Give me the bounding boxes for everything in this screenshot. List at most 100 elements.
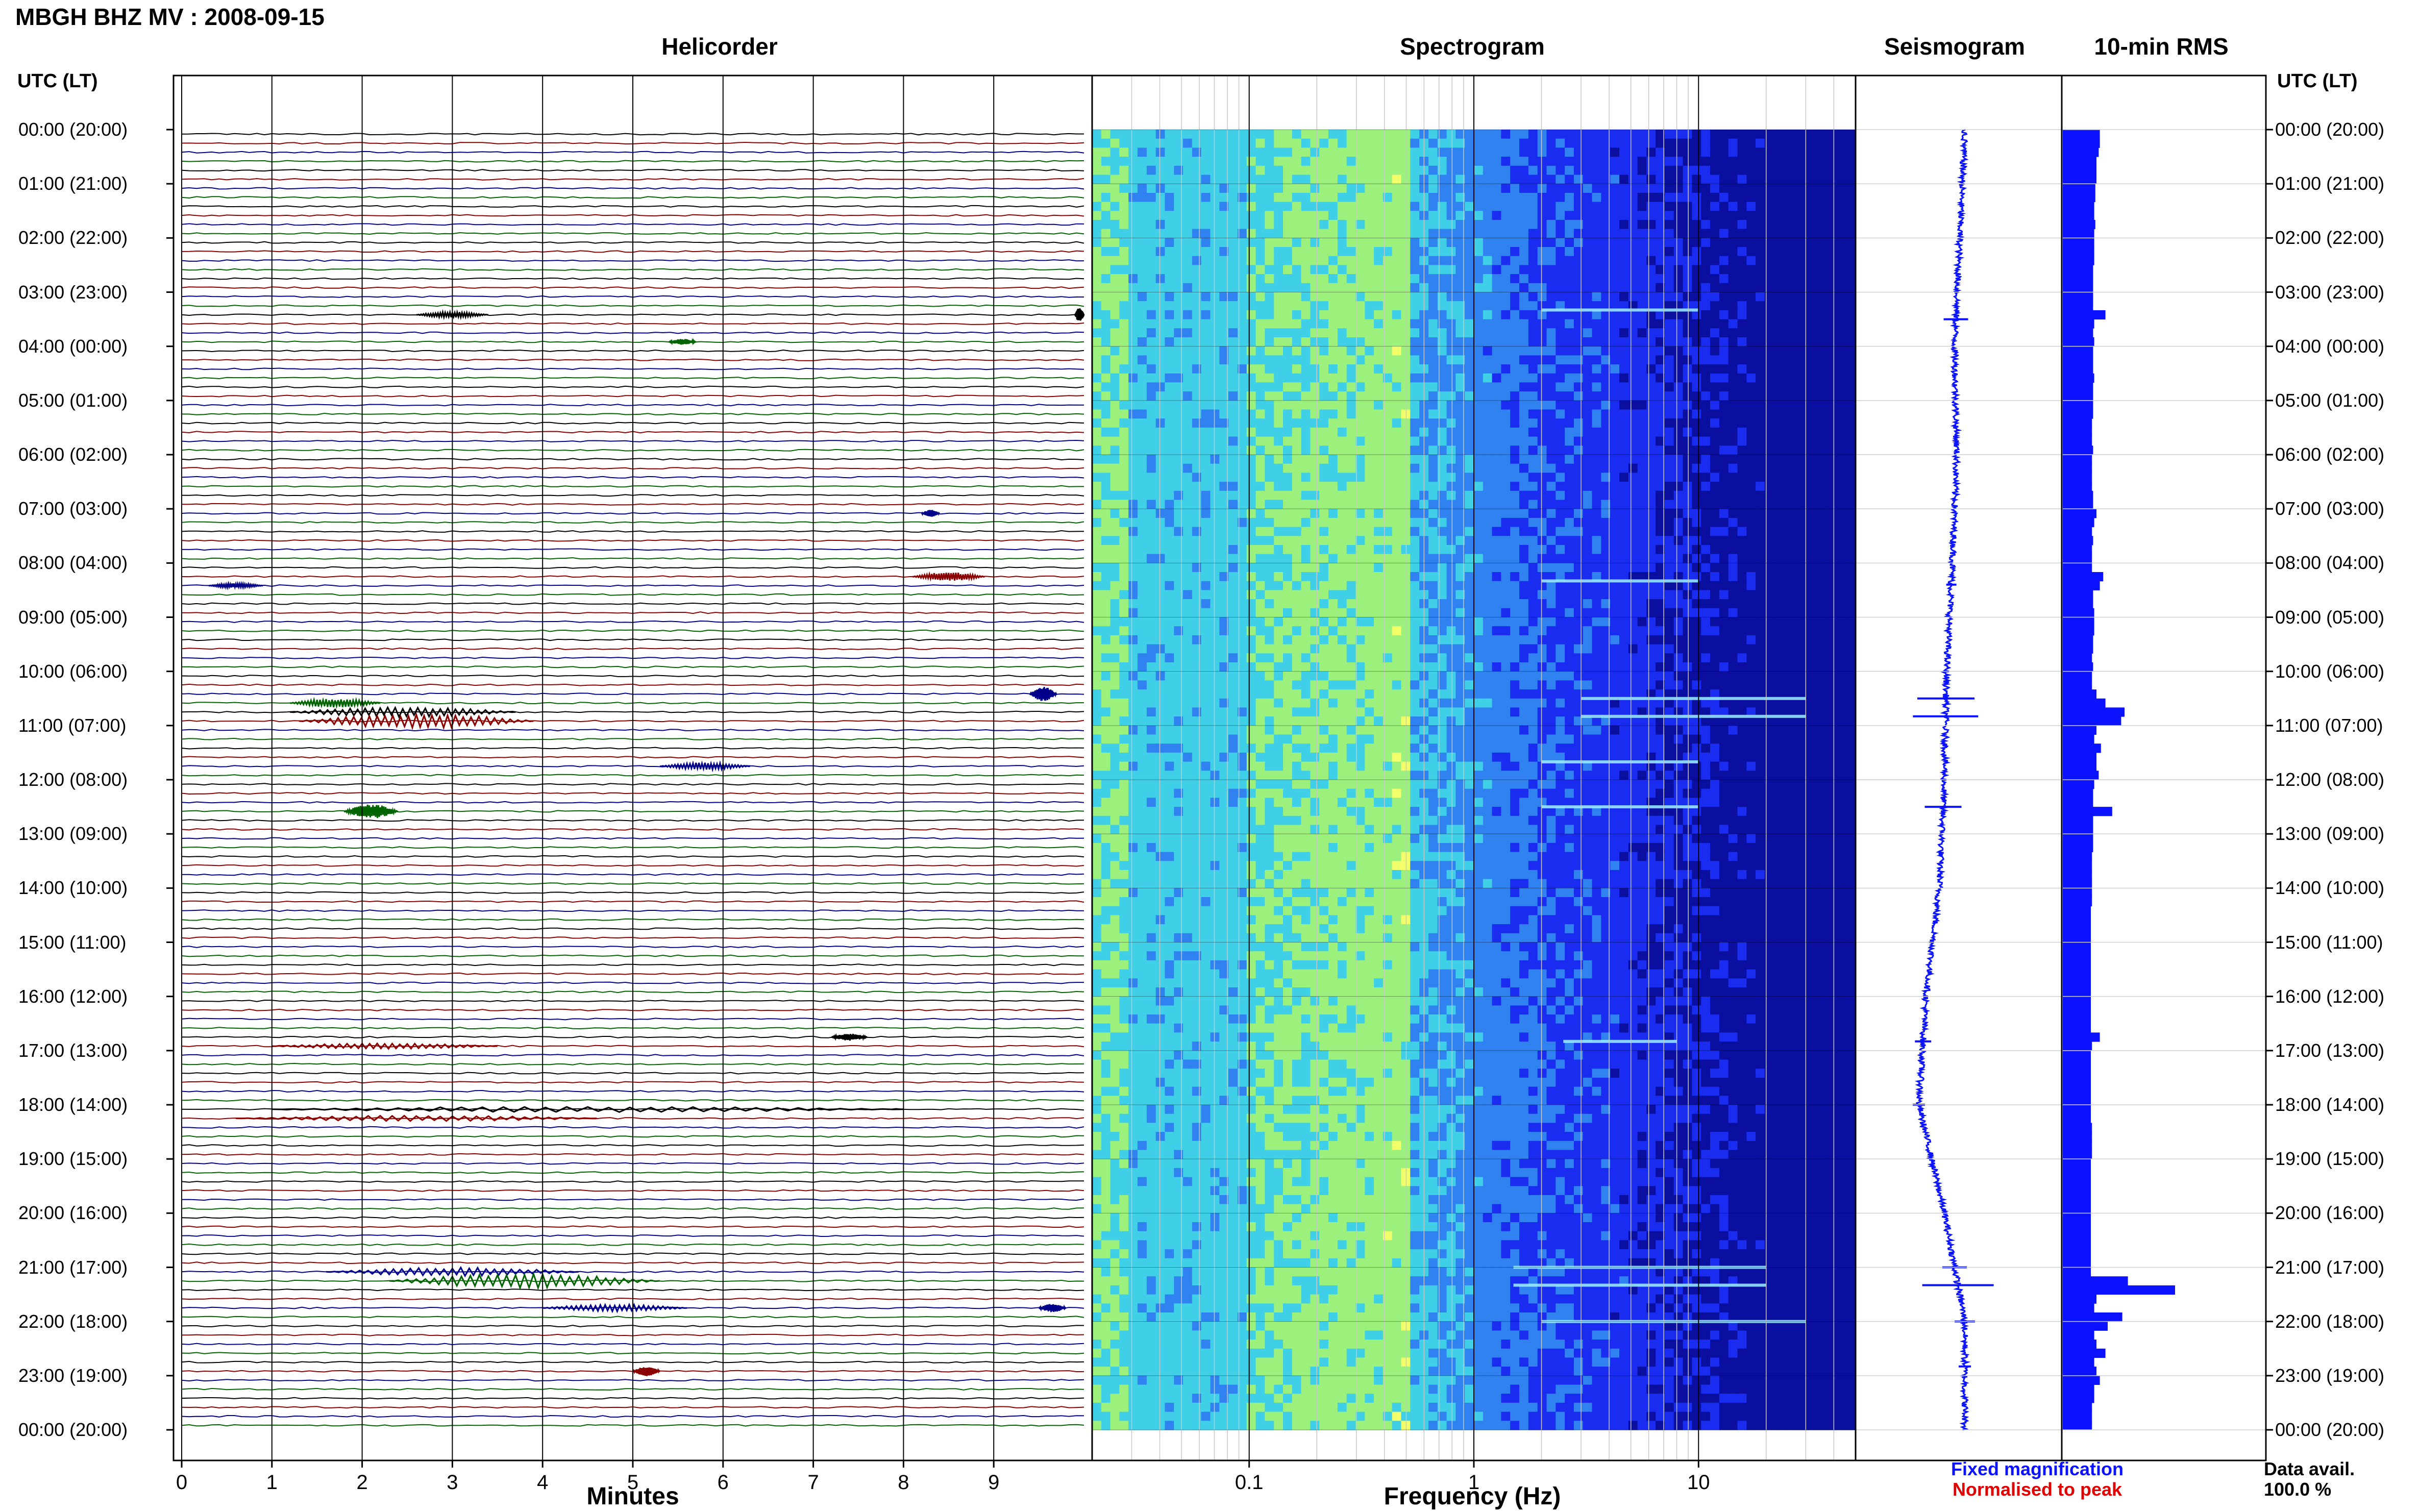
spectrogram-cell [1092, 418, 1102, 428]
spectrogram-cell [1692, 138, 1701, 148]
spectrogram-cell [1565, 192, 1574, 203]
spectrogram-cell [1365, 184, 1374, 193]
spectrogram-cell [1510, 274, 1520, 284]
spectrogram-cell [1155, 490, 1166, 501]
spectrogram-cell [1265, 256, 1274, 265]
spectrogram-cell [1673, 581, 1684, 590]
spectrogram-cell [1637, 409, 1647, 419]
spectrogram-cell [1692, 409, 1701, 419]
spectrogram-cell [1783, 157, 1792, 166]
spectrogram-cell [1201, 147, 1211, 157]
spectrogram-cell [1101, 590, 1111, 600]
spectrogram-cell [1746, 473, 1756, 482]
spectrogram-cell [1428, 455, 1438, 464]
spectrogram-cell [1692, 536, 1701, 546]
spectrogram-cell [1310, 544, 1320, 555]
spectrogram-cell [1537, 265, 1547, 275]
spectrogram-cell [1619, 608, 1629, 618]
spectrogram-cell [1292, 599, 1302, 609]
spectrogram-cell [1583, 544, 1593, 555]
spectrogram-cell [1428, 527, 1438, 536]
spectrogram-cell [1583, 373, 1593, 383]
spectrogram-cell [1255, 536, 1265, 546]
spectrogram-cell [1828, 436, 1838, 446]
spectrogram-cell [1183, 247, 1193, 257]
spectrogram-cell [1274, 382, 1283, 392]
spectrogram-cell [1510, 247, 1520, 257]
spectrogram-cell [1228, 544, 1238, 555]
spectrogram-cell [1401, 292, 1411, 302]
spectrogram-cell [1274, 581, 1283, 590]
spectrogram-cell [1101, 482, 1111, 491]
spectrogram-cell [1537, 247, 1547, 257]
spectrogram-cell [1610, 265, 1620, 275]
spectrogram-cell [1255, 544, 1265, 555]
spectrogram-cell [1410, 382, 1420, 392]
spectrogram-cell [1773, 265, 1784, 275]
spectrogram-cell [1401, 436, 1411, 446]
spectrogram-cell [1792, 328, 1801, 338]
spectrogram-cell [1246, 644, 1256, 654]
spectrogram-cell [1810, 455, 1820, 464]
spectrogram-cell [1528, 265, 1538, 275]
spectrogram-cell [1355, 147, 1365, 157]
spectrogram-cell [1828, 455, 1838, 464]
spectrogram-cell [1210, 445, 1220, 455]
spectrogram-cell [1428, 175, 1438, 184]
spectrogram-cell [1192, 355, 1202, 365]
spectrogram-cell [1410, 427, 1420, 437]
spectrogram-cell [1673, 617, 1684, 627]
spectrogram-cell [1819, 192, 1829, 203]
spectrogram-cell [1246, 427, 1256, 437]
spectrogram-cell [1846, 409, 1856, 419]
spectrogram-cell [1355, 554, 1365, 563]
spectrogram-cell [1283, 572, 1293, 582]
spectrogram-cell [1773, 599, 1784, 609]
spectrogram-cell [1783, 211, 1792, 220]
spectrogram-cell [1810, 544, 1820, 555]
spectrogram-cell [1465, 509, 1474, 518]
spectrogram-cell [1565, 147, 1574, 157]
spectrogram-cell [1492, 544, 1501, 555]
spectrogram-cell [1501, 373, 1511, 383]
spectrogram-cell [1810, 436, 1820, 446]
spectrogram-cell [1837, 328, 1847, 338]
spectrogram-cell [1410, 265, 1420, 275]
spectrogram-cell [1483, 165, 1493, 176]
spectrogram-cell [1728, 400, 1738, 410]
spectrogram-cell [1319, 473, 1329, 482]
spectrogram-cell [1773, 130, 1784, 139]
spectrogram-cell [1401, 337, 1411, 347]
spectrogram-cell [1265, 473, 1274, 482]
spectrogram-cell [1246, 328, 1256, 338]
spectrogram-cell [1810, 202, 1820, 211]
spectrogram-cell [1592, 581, 1601, 590]
spectrogram-cell [1474, 463, 1484, 473]
spectrogram-cell [1610, 482, 1620, 491]
spectrogram-cell [1556, 409, 1565, 419]
spectrogram-cell [1483, 554, 1493, 563]
spectrogram-cell [1110, 192, 1120, 203]
spectrogram-cell [1228, 599, 1238, 609]
spectrogram-cell [1501, 482, 1511, 491]
spectrogram-cell [1146, 644, 1156, 654]
spectrogram-cell [1573, 563, 1584, 573]
spectrogram-cell [1483, 536, 1493, 546]
spectrogram-cell [1465, 517, 1474, 528]
spectrogram-cell [1155, 463, 1166, 473]
spectrogram-cell [1474, 175, 1484, 184]
spectrogram-cell [1483, 147, 1493, 157]
spectrogram-cell [1592, 328, 1601, 338]
spectrogram-cell [1692, 355, 1701, 365]
spectrogram-cell [1228, 337, 1238, 347]
spectrogram-cell [1701, 184, 1711, 193]
spectrogram-cell [1528, 554, 1538, 563]
spectrogram-cell [1792, 211, 1801, 220]
spectrogram-cell [1374, 147, 1384, 157]
spectrogram-cell [1346, 635, 1356, 645]
spectrogram-cell [1110, 581, 1120, 590]
spectrogram-cell [1474, 337, 1484, 347]
spectrogram-cell [1119, 455, 1129, 464]
spectrogram-cell [1773, 572, 1784, 582]
spectrogram-cell [1592, 346, 1601, 356]
